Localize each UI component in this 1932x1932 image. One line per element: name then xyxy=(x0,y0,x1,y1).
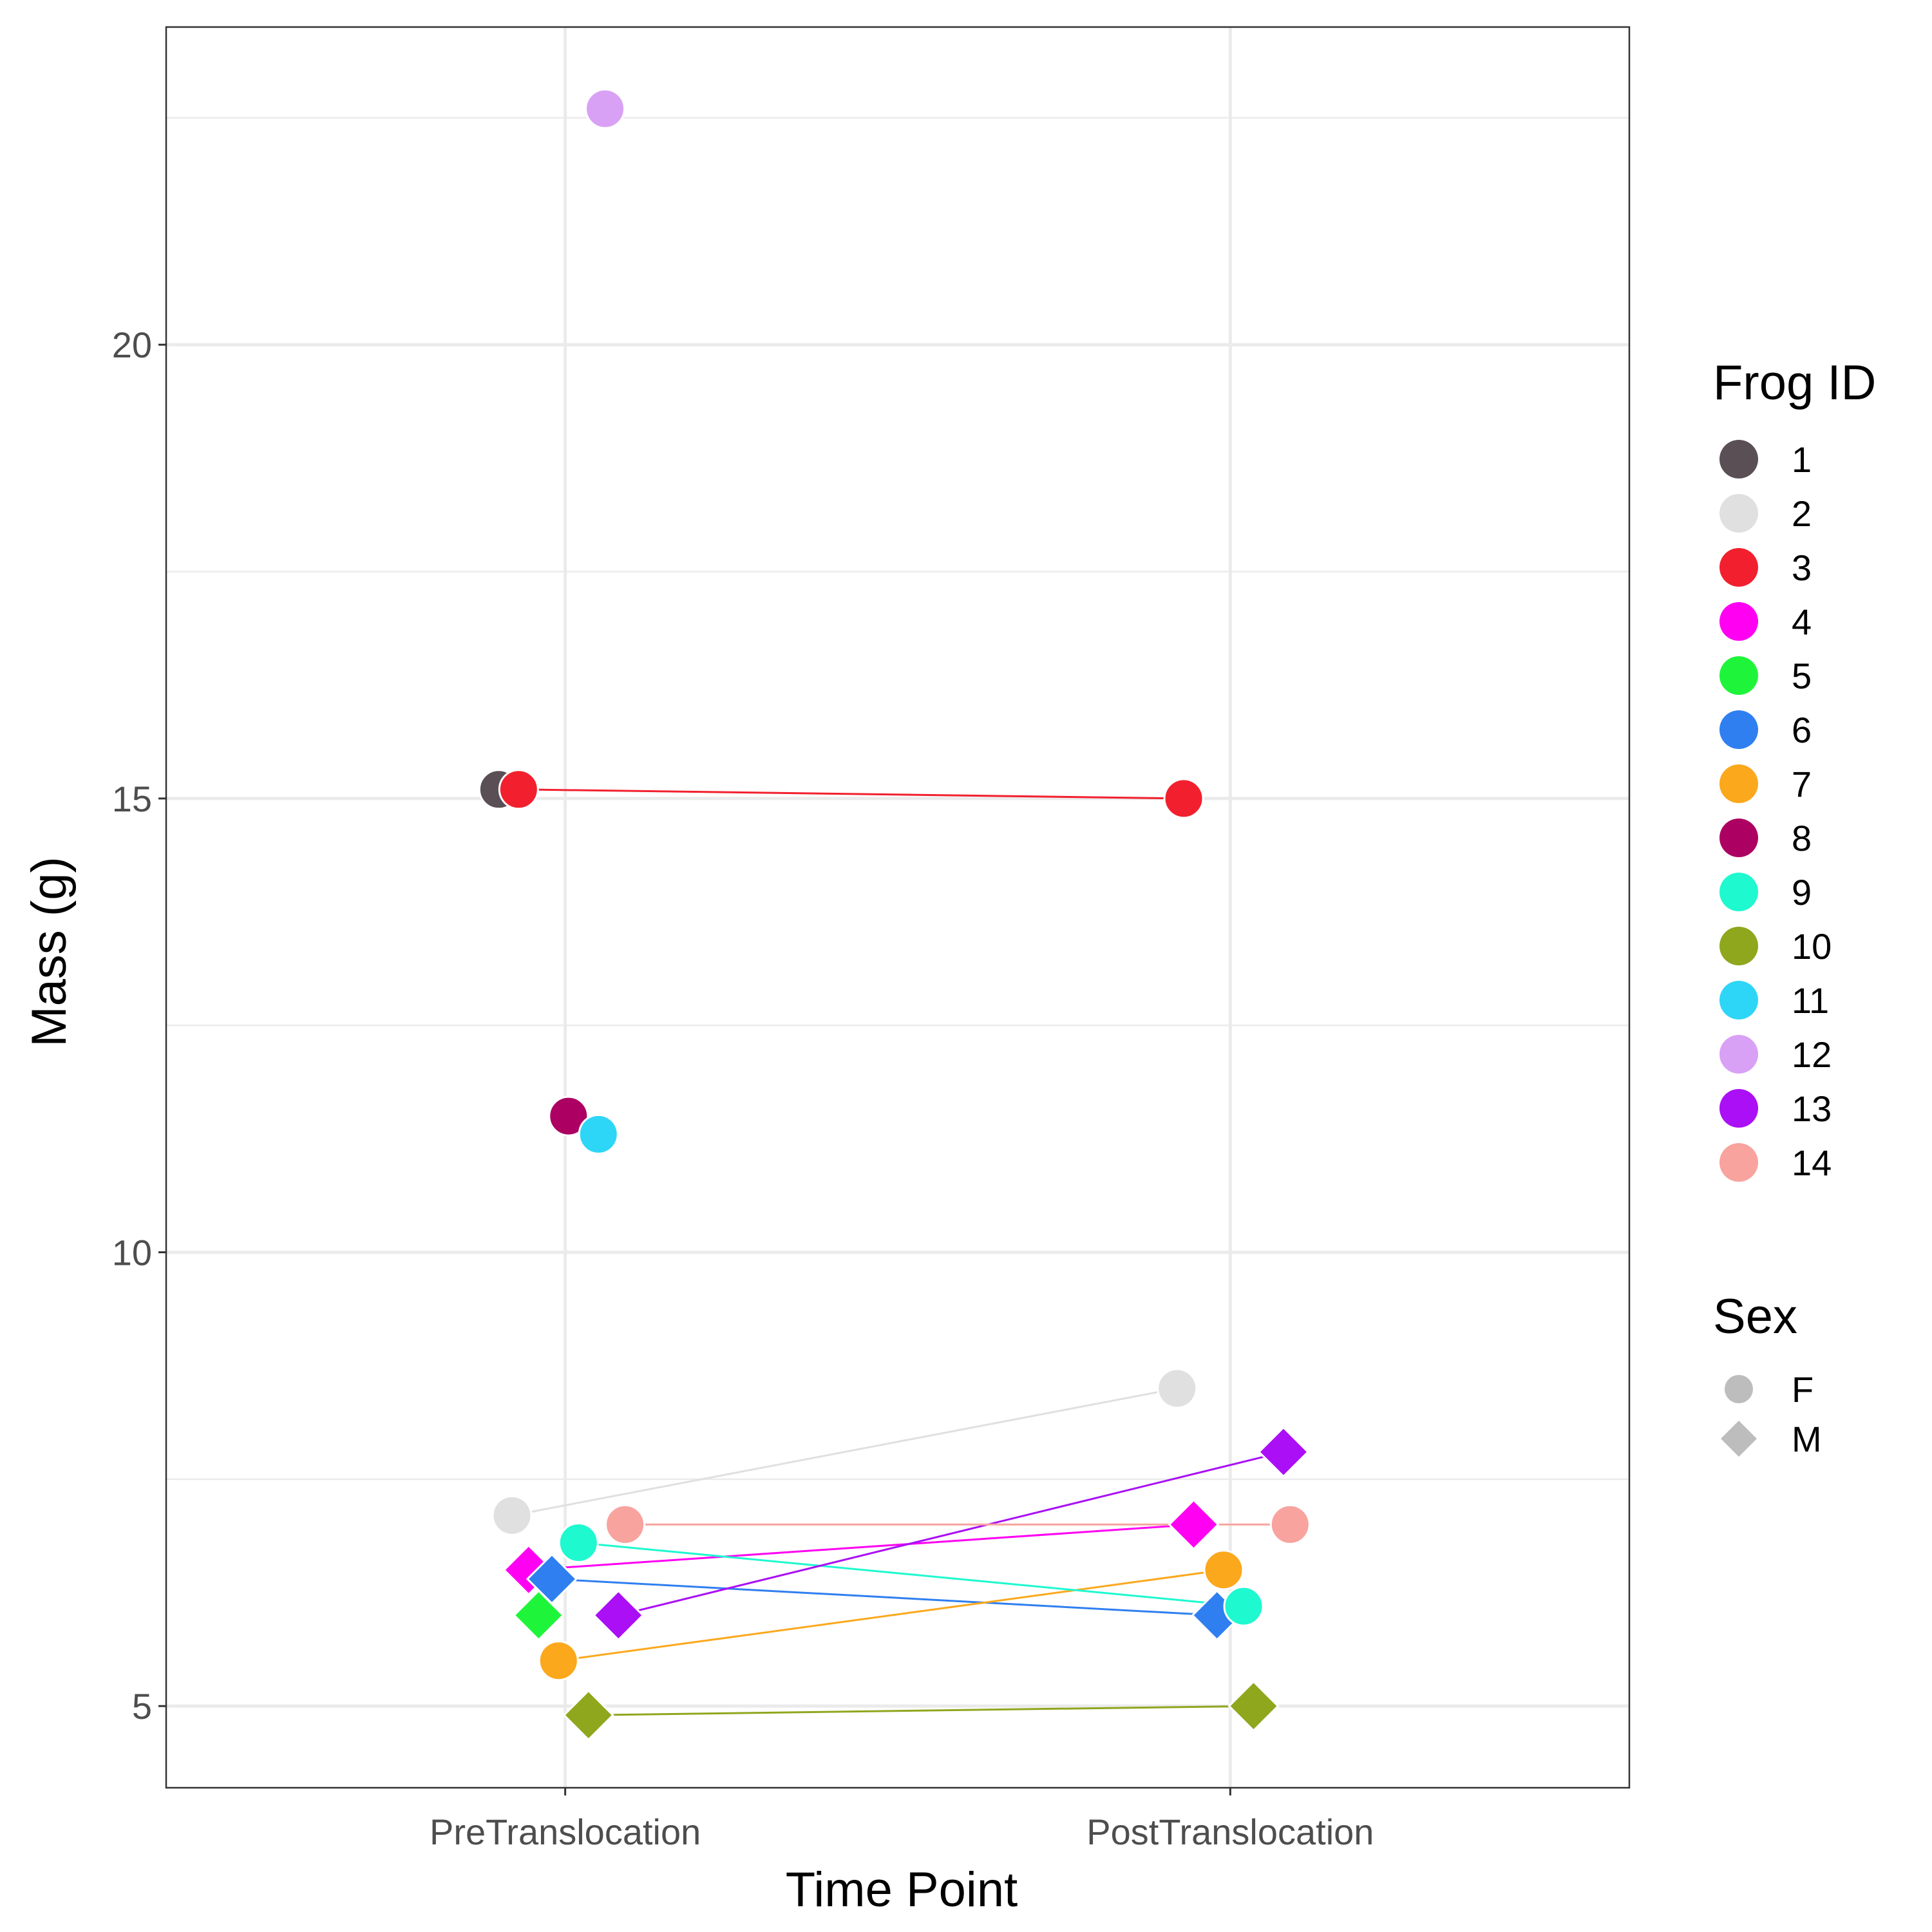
legend-label-frog-13: 13 xyxy=(1792,1088,1832,1129)
legend-label-frog-6: 6 xyxy=(1792,710,1812,750)
legend-label-frog-3: 3 xyxy=(1792,547,1812,588)
legend-label-frog-9: 9 xyxy=(1792,872,1812,913)
plot-panel xyxy=(166,27,1629,1788)
legend-key-frog-9 xyxy=(1719,873,1758,911)
point-frog-12-pre xyxy=(585,88,626,129)
y-tick-label: 10 xyxy=(112,1233,152,1273)
legend-key-frog-14 xyxy=(1719,1143,1758,1182)
legend-label-frog-12: 12 xyxy=(1792,1034,1832,1075)
series-line-4 xyxy=(528,1523,1194,1571)
point-frog-9-pre xyxy=(558,1522,599,1563)
legend-key-frog-13 xyxy=(1719,1089,1758,1128)
legend-label-frog-4: 4 xyxy=(1792,601,1812,642)
legend-key-frog-5 xyxy=(1719,656,1758,695)
shape-legend: FM xyxy=(1721,1369,1822,1459)
legend-key-sex-F xyxy=(1725,1375,1753,1403)
point-frog-13-post xyxy=(1257,1426,1310,1478)
legend-key-frog-8 xyxy=(1719,819,1758,857)
legend-label-frog-7: 7 xyxy=(1792,764,1812,804)
point-frog-6-pre xyxy=(526,1553,578,1605)
color-legend-title: Frog ID xyxy=(1713,355,1876,410)
legend-key-frog-7 xyxy=(1719,764,1758,803)
y-tick-label: 15 xyxy=(112,779,152,819)
series-line-13 xyxy=(618,1451,1284,1616)
legend-key-frog-4 xyxy=(1719,602,1758,641)
panel-background xyxy=(166,27,1629,1788)
x-tick-label: PostTranslocation xyxy=(1086,1812,1374,1852)
point-frog-8-pre xyxy=(548,1095,589,1137)
y-tick-label: 5 xyxy=(132,1686,152,1727)
legend-label-frog-11: 11 xyxy=(1792,980,1829,1021)
panel-frame xyxy=(165,26,1631,1789)
point-frog-11-pre xyxy=(578,1113,619,1155)
point-frog-10-post xyxy=(1227,1680,1280,1732)
legend-label-frog-2: 2 xyxy=(1792,493,1812,534)
shape-legend-title: Sex xyxy=(1713,1289,1797,1344)
y-tick-label: 20 xyxy=(112,325,152,365)
legend-key-frog-10 xyxy=(1719,927,1758,965)
x-tick-label: PreTranslocation xyxy=(430,1812,701,1852)
point-frog-2-post xyxy=(1157,1368,1198,1409)
gridlines xyxy=(166,27,1629,1788)
legend-key-frog-3 xyxy=(1719,548,1758,587)
series-line-7 xyxy=(558,1569,1224,1662)
legend-key-frog-2 xyxy=(1719,494,1758,533)
legend-label-sex-M: M xyxy=(1792,1419,1822,1459)
series-line-2 xyxy=(511,1387,1178,1517)
series-line-9 xyxy=(578,1542,1244,1607)
series-line-6 xyxy=(551,1578,1217,1616)
legend-key-frog-12 xyxy=(1719,1035,1758,1074)
point-frog-10-pre xyxy=(562,1689,614,1741)
legend-label-frog-1: 1 xyxy=(1792,439,1812,480)
point-frog-4-post xyxy=(1168,1499,1220,1551)
point-frog-3-pre xyxy=(498,769,539,810)
point-frog-9-post xyxy=(1223,1586,1264,1627)
legend-key-frog-11 xyxy=(1719,981,1758,1019)
axes: 5 10 15 20 PreTranslocation PostTranslocation xyxy=(112,325,1374,1852)
panel-border xyxy=(165,26,1631,1789)
legend-label-sex-F: F xyxy=(1792,1369,1814,1410)
legend-label-frog-8: 8 xyxy=(1792,818,1812,858)
y-axis-title: Mass (g) xyxy=(22,857,77,1047)
point-frog-7-pre xyxy=(538,1640,579,1681)
point-frog-14-post xyxy=(1269,1504,1311,1545)
point-frog-13-pre xyxy=(592,1589,645,1642)
series-line-10 xyxy=(588,1705,1254,1716)
point-frog-3-post xyxy=(1163,778,1204,819)
point-frog-14-pre xyxy=(605,1504,646,1545)
data-points xyxy=(478,88,1311,1741)
legend-key-frog-6 xyxy=(1719,710,1758,749)
legend-label-frog-5: 5 xyxy=(1792,656,1812,696)
x-axis-title: Time Point xyxy=(786,1862,1018,1917)
point-frog-2-pre xyxy=(491,1495,533,1536)
legend-label-frog-14: 14 xyxy=(1792,1142,1832,1183)
series-line-3 xyxy=(518,788,1184,800)
legend-key-frog-1 xyxy=(1719,440,1758,478)
point-frog-7-post xyxy=(1203,1549,1244,1591)
legend-label-frog-10: 10 xyxy=(1792,926,1832,967)
legend-key-sex-M xyxy=(1721,1421,1757,1457)
